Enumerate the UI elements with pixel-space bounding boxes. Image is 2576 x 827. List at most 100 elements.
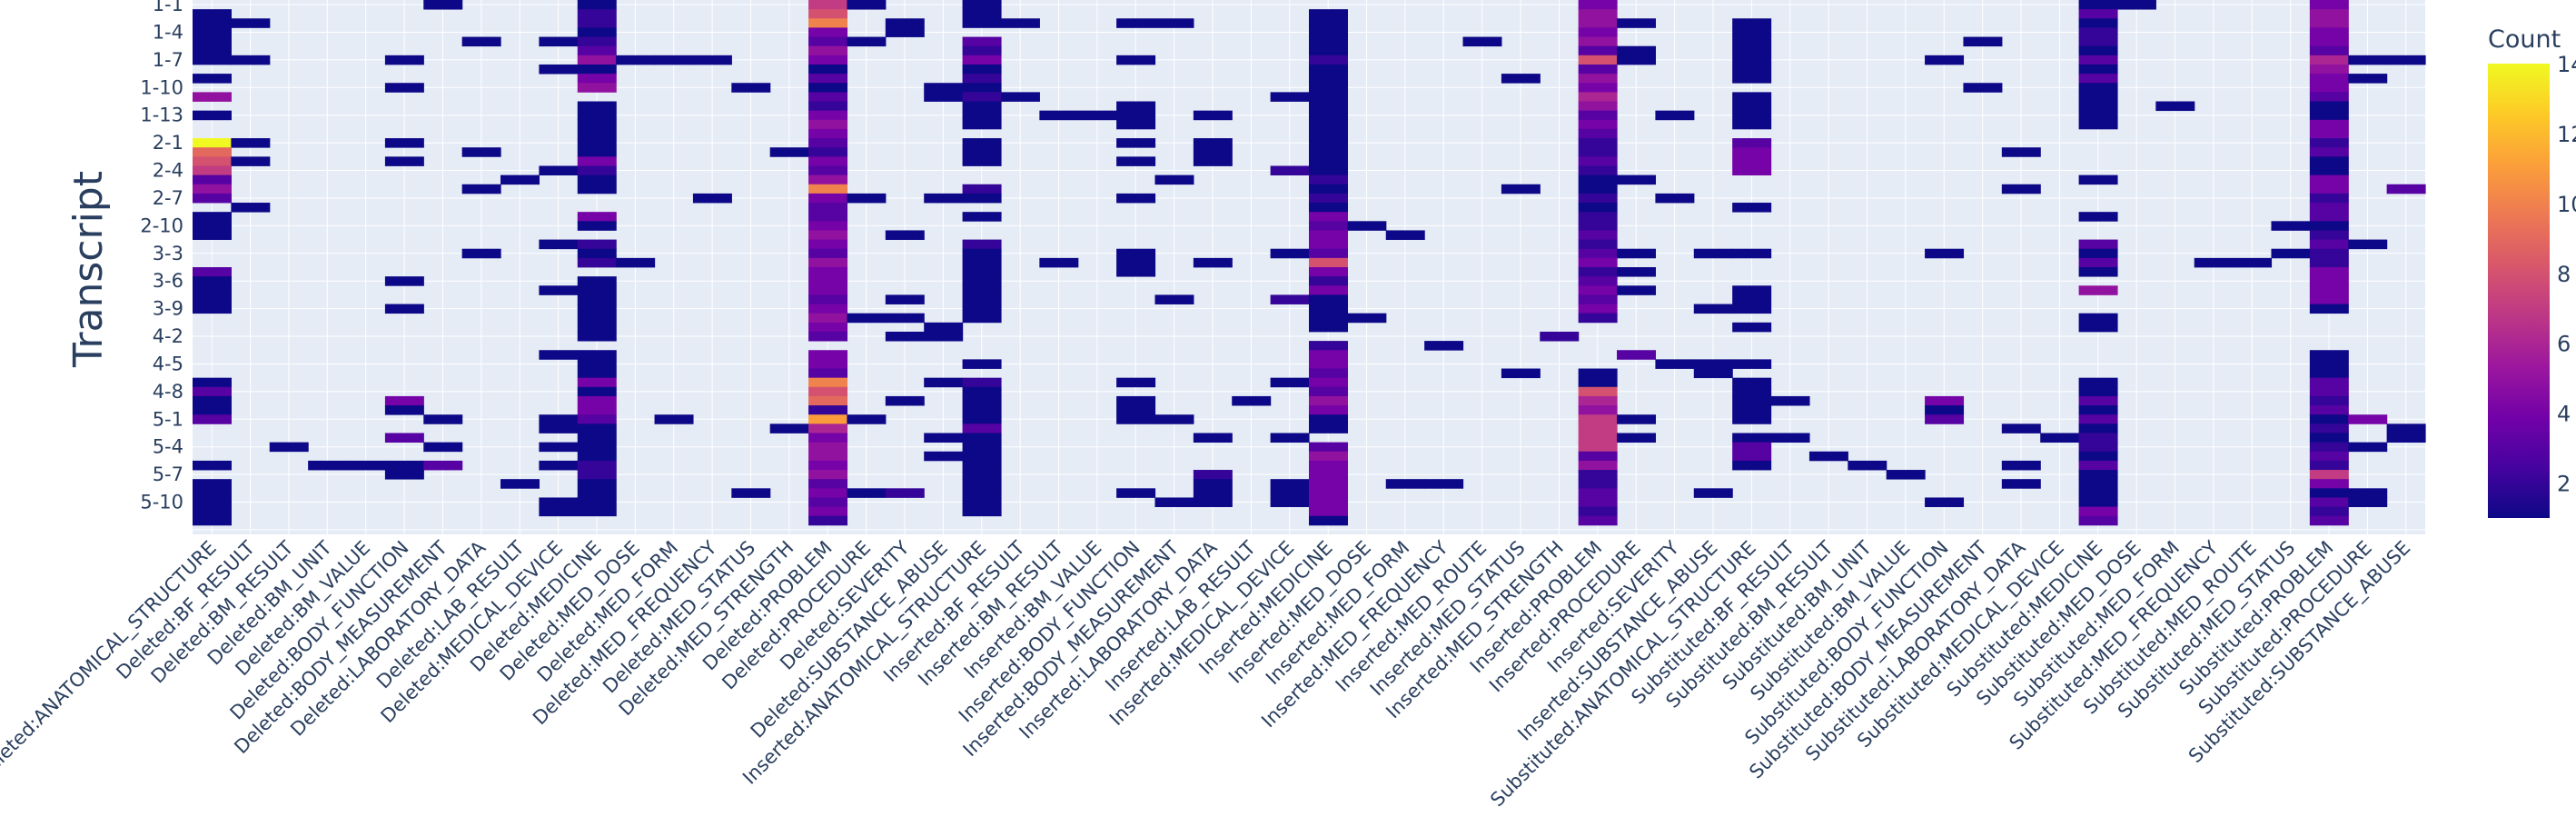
heatmap-cell [577,322,617,333]
heatmap-cell [539,423,579,433]
heatmap-cell [2309,156,2349,166]
heatmap-cell [1578,36,1618,47]
heatmap-cell [2078,322,2118,333]
heatmap-cell [885,294,925,304]
heatmap-cell [539,442,579,453]
heatmap-cell [1154,18,1194,28]
heatmap-cell [1309,423,1348,433]
heatmap-cell [808,267,848,277]
heatmap-cell [1270,497,1310,507]
heatmap-cell [577,147,617,157]
heatmap-cell [2078,74,2118,84]
heatmap-cells [193,0,2426,526]
heatmap-cell [577,414,617,424]
heatmap-cell [808,313,848,324]
heatmap-cell [1578,433,1618,443]
heatmap-cell [423,414,463,424]
heatmap-cell [1732,433,1772,443]
heatmap-cell [1462,36,1502,47]
heatmap-cell [308,460,348,471]
heatmap-cell [808,515,848,526]
heatmap-cell [384,395,424,406]
heatmap-cell [2309,350,2349,360]
heatmap-cell [2309,74,2349,84]
heatmap-cell [1116,395,1156,406]
heatmap-cell [193,304,232,314]
y-tick-label: 4-2 [153,325,183,347]
heatmap-cell [1309,184,1348,194]
heatmap-cell [2078,267,2118,277]
heatmap-cell [1808,451,1848,462]
heatmap-cell [1655,193,1695,204]
heatmap-cell [577,506,617,517]
heatmap-cell [1000,18,1040,28]
heatmap-cell [1309,74,1348,84]
colorbar-tick-label: 8 [2557,262,2571,287]
heatmap-cell [2078,395,2118,406]
heatmap-cell [1578,18,1618,28]
heatmap-cell [2309,45,2349,56]
heatmap-cell [2348,55,2388,65]
heatmap-cell [885,395,925,406]
heatmap-cell [1193,138,1233,148]
heatmap-cell [808,257,848,268]
heatmap-cell [1578,212,1618,222]
heatmap-cell [2001,460,2041,471]
y-tick-label: 2-10 [140,214,183,236]
heatmap-cell [1309,359,1348,369]
heatmap-cell [1309,193,1348,204]
heatmap-cell [231,55,271,65]
heatmap-cell [577,451,617,462]
heatmap-cell [924,377,964,388]
heatmap-cell [2078,442,2118,453]
heatmap-cell [1693,488,1733,498]
heatmap-cell [1732,138,1772,148]
heatmap-cell [193,147,232,157]
heatmap-cell [1270,488,1310,498]
heatmap-cell [962,488,1002,498]
heatmap-cell [1578,74,1618,84]
heatmap-cell [962,506,1002,517]
heatmap-cell [1886,470,1926,480]
heatmap-cell [2309,267,2349,277]
heatmap-cell [1578,423,1618,433]
heatmap-cell [1732,119,1772,130]
heatmap-cell [962,239,1002,250]
heatmap-cell [1309,414,1348,424]
heatmap-cell [1578,497,1618,507]
heatmap-cell [461,184,501,194]
heatmap-cell [577,119,617,130]
heatmap-cell [962,55,1002,65]
heatmap-cell [808,488,848,498]
heatmap-cell [1154,294,1194,304]
heatmap-cell [1732,377,1772,388]
heatmap-cell [1309,294,1348,304]
heatmap-cell [808,174,848,185]
heatmap-cell [2309,405,2349,415]
heatmap-cell [1116,18,1156,28]
heatmap-cell [577,45,617,56]
heatmap-cell [1309,92,1348,102]
heatmap-cell [2309,55,2349,65]
heatmap-cell [808,368,848,379]
heatmap-cell [1693,304,1733,314]
heatmap-cell [539,285,579,295]
heatmap-cell [924,92,964,102]
heatmap-cell [808,0,848,10]
heatmap-cell [577,101,617,112]
heatmap-cell [1578,395,1618,406]
heatmap-cell [1732,156,1772,166]
heatmap-cell [962,479,1002,489]
heatmap-cell [577,9,617,19]
heatmap-cell [1732,451,1772,462]
heatmap-cell [847,0,887,10]
heatmap-cell [962,257,1002,268]
heatmap-cell [808,18,848,28]
heatmap-cell [1732,64,1772,75]
heatmap-cell [1193,257,1233,268]
heatmap-cell [1617,174,1657,185]
heatmap-cell [654,55,694,65]
heatmap-cell [808,322,848,333]
heatmap-cell [1116,101,1156,112]
heatmap-cell [1578,470,1618,480]
